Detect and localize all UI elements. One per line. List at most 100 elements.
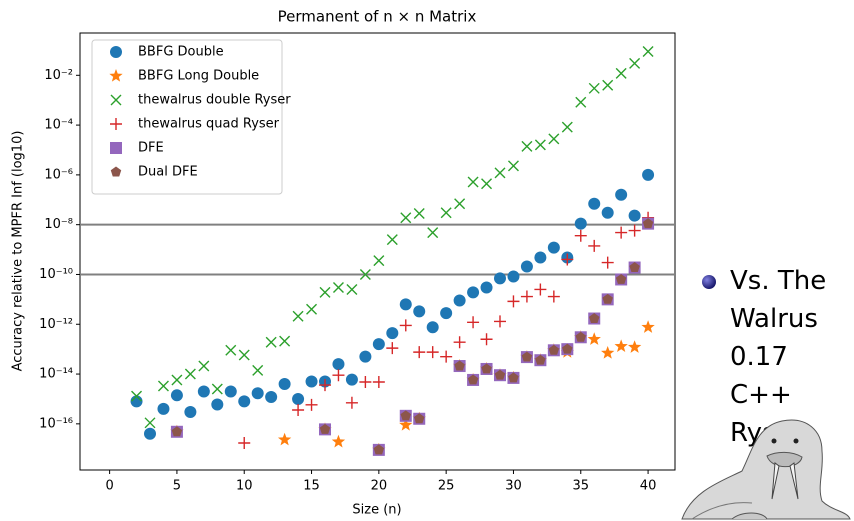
data-point	[345, 396, 358, 409]
data-point	[386, 234, 398, 246]
data-point	[332, 281, 344, 293]
data-point	[413, 346, 426, 359]
data-point	[399, 319, 412, 332]
data-point	[373, 444, 385, 455]
data-point	[440, 307, 453, 320]
data-point	[453, 336, 466, 349]
data-point	[279, 335, 291, 347]
data-point	[306, 303, 318, 315]
data-point	[252, 364, 264, 376]
data-point	[144, 427, 156, 440]
x-tick-label: 25	[438, 479, 455, 494]
data-point	[480, 281, 493, 294]
data-point	[400, 212, 412, 224]
legend-item: BBFG Long Double	[109, 69, 259, 84]
data-point	[628, 224, 641, 237]
legend-label: DFE	[138, 141, 164, 156]
data-point	[413, 208, 425, 220]
data-point	[426, 321, 439, 334]
data-point	[359, 375, 372, 388]
x-tick-label: 5	[173, 479, 181, 494]
data-point	[292, 392, 305, 405]
data-point	[211, 398, 224, 411]
data-point	[346, 283, 358, 295]
data-point	[184, 405, 197, 418]
legend-label: thewalrus double Ryser	[138, 93, 291, 108]
data-point	[520, 290, 533, 303]
series	[131, 46, 654, 429]
data-point	[520, 260, 533, 273]
data-point	[467, 316, 480, 329]
plot-frame	[79, 32, 676, 471]
legend-marker	[110, 94, 122, 106]
data-point	[521, 140, 533, 152]
data-point	[548, 133, 560, 145]
data-point	[198, 360, 210, 372]
x-axis-label: Size (n)	[352, 503, 401, 518]
data-point	[265, 336, 277, 348]
data-point	[467, 286, 480, 299]
y-axis-label: Accuracy relative to MPFR Inf (log10)	[11, 131, 26, 372]
data-point	[305, 398, 318, 411]
x-tick-label: 30	[505, 479, 522, 494]
data-point	[224, 385, 237, 398]
legend-marker	[110, 142, 122, 154]
legend-item: DFE	[110, 141, 164, 156]
x-tick-label: 35	[572, 479, 589, 494]
data-point	[628, 209, 641, 222]
data-point	[481, 178, 493, 190]
data-point	[467, 176, 479, 188]
data-point	[601, 206, 614, 219]
data-point	[641, 320, 655, 333]
data-point	[494, 167, 506, 179]
legend-item: thewalrus double Ryser	[110, 93, 291, 108]
data-point	[589, 313, 600, 323]
data-point	[332, 358, 345, 371]
legend-marker	[110, 118, 122, 130]
legend-item: BBFG Double	[110, 45, 224, 60]
data-point	[277, 432, 292, 446]
data-point	[345, 373, 358, 386]
chart: Permanent of n × n Matrix Size (n) Accur…	[11, 8, 676, 518]
data-point	[413, 305, 426, 318]
data-point	[399, 298, 412, 311]
data-point	[359, 268, 371, 280]
x-tick-label: 20	[371, 479, 388, 494]
data-point	[332, 369, 345, 382]
data-point	[615, 226, 628, 239]
legend-label: Dual DFE	[138, 165, 198, 180]
data-point	[372, 375, 385, 388]
data-point	[508, 372, 519, 383]
data-point	[574, 229, 587, 242]
x-tick-label: 0	[105, 479, 113, 494]
data-point	[615, 67, 627, 79]
data-point	[130, 395, 143, 408]
data-point	[588, 82, 600, 94]
data-point	[507, 270, 520, 283]
legend-marker	[110, 46, 122, 58]
data-point	[602, 293, 613, 304]
data-point	[251, 387, 264, 400]
legend-item: thewalrus quad Ryser	[110, 117, 280, 132]
y-tick-label: 10⁻⁶	[44, 167, 73, 182]
data-point	[642, 168, 655, 181]
walrus-illustration	[681, 419, 851, 520]
data-point	[400, 410, 411, 421]
data-point	[534, 283, 547, 296]
y-tick-label: 10⁻²	[44, 68, 73, 83]
data-point	[171, 426, 183, 437]
data-point	[547, 290, 560, 303]
data-point	[426, 346, 439, 359]
y-tick-label: 10⁻⁸	[44, 217, 73, 232]
data-point	[642, 218, 654, 229]
data-point	[171, 374, 183, 386]
data-point	[225, 344, 237, 356]
data-point	[319, 286, 331, 298]
chart-title: Permanent of n × n Matrix	[278, 8, 477, 26]
data-point	[615, 273, 627, 284]
data-point	[184, 368, 196, 380]
data-point	[561, 253, 574, 266]
legend-label: BBFG Long Double	[138, 69, 259, 84]
data-point	[602, 79, 614, 91]
data-point	[238, 395, 251, 408]
